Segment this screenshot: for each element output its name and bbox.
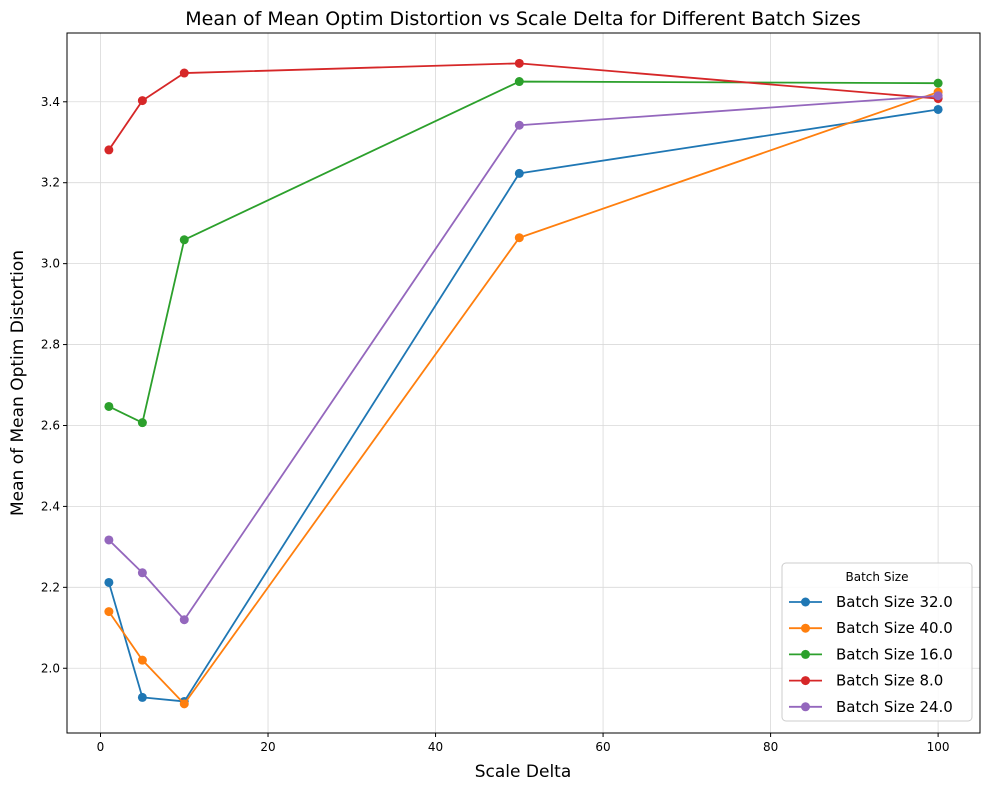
- data-point: [933, 91, 943, 101]
- legend-marker: [801, 597, 810, 607]
- legend: Batch Size Batch Size 32.0 Batch Size 40.…: [781, 562, 973, 722]
- x-tick-label: 40: [428, 740, 443, 754]
- data-point: [179, 699, 189, 709]
- x-tick-label: 20: [260, 740, 275, 754]
- series-line: [108, 80, 939, 424]
- legend-item: Batch Size 32.0: [789, 593, 953, 611]
- series-group: [104, 58, 943, 709]
- legend-marker: [801, 649, 810, 659]
- legend-box: [781, 562, 973, 722]
- data-point: [179, 615, 189, 625]
- data-point: [514, 168, 524, 178]
- y-tick-label: 2.2: [41, 580, 60, 594]
- axis-ticks: 0 20 40 60 80 100 2.0 2.2 2.4 2.6 2.8 3.0 3.2 3.4: [41, 95, 950, 754]
- grid: [67, 33, 980, 733]
- data-point: [933, 78, 943, 88]
- y-tick-label: 2.4: [41, 499, 60, 513]
- legend-marker: [801, 702, 810, 712]
- y-tick-label: 2.0: [41, 661, 60, 675]
- legend-item: Batch Size 16.0: [789, 645, 953, 663]
- legend-label: Batch Size 32.0: [836, 593, 953, 611]
- legend-label: Batch Size 24.0: [836, 698, 953, 716]
- data-point: [137, 655, 147, 665]
- series-1: [104, 87, 943, 709]
- data-point: [104, 577, 114, 587]
- y-tick-label: 2.8: [41, 338, 60, 352]
- data-point: [104, 607, 114, 617]
- legend-title: Batch Size: [846, 570, 909, 584]
- y-tick-label: 3.0: [41, 257, 60, 271]
- data-point: [137, 568, 147, 578]
- y-tick-label: 3.2: [41, 176, 60, 190]
- data-point: [137, 692, 147, 702]
- data-point: [514, 233, 524, 243]
- y-axis-title: Mean of Mean Optim Distortion: [8, 250, 28, 516]
- plot-area-frame: [66, 32, 981, 734]
- x-tick-label: 100: [927, 740, 950, 754]
- chart-title: Mean of Mean Optim Distortion vs Scale D…: [185, 8, 860, 30]
- legend-marker: [801, 676, 810, 686]
- series-line: [108, 62, 939, 151]
- legend-item: Batch Size 8.0: [789, 672, 943, 690]
- data-point: [104, 535, 114, 545]
- y-tick-label: 2.6: [41, 418, 60, 432]
- data-point: [104, 145, 114, 155]
- data-point: [179, 68, 189, 78]
- legend-label: Batch Size 16.0: [836, 645, 953, 663]
- x-tick-label: 80: [763, 740, 778, 754]
- legend-item: Batch Size 40.0: [789, 619, 953, 637]
- data-point: [137, 418, 147, 428]
- data-point: [514, 77, 524, 87]
- legend-items: Batch Size 32.0 Batch Size 40.0 Batch Size…: [789, 593, 953, 716]
- legend-marker: [801, 623, 810, 633]
- y-tick-label: 3.4: [41, 95, 60, 109]
- data-point: [104, 401, 114, 411]
- x-axis-title: Scale Delta: [475, 762, 572, 782]
- data-point: [179, 235, 189, 245]
- x-tick-label: 0: [97, 740, 105, 754]
- series-3: [104, 58, 943, 155]
- x-tick-label: 60: [595, 740, 610, 754]
- legend-label: Batch Size 40.0: [836, 619, 953, 637]
- series-4: [104, 91, 943, 625]
- data-point: [514, 58, 524, 68]
- data-point: [933, 104, 943, 114]
- data-point: [137, 96, 147, 106]
- legend-label: Batch Size 8.0: [836, 672, 943, 690]
- series-2: [104, 77, 943, 428]
- data-point: [514, 120, 524, 130]
- legend-item: Batch Size 24.0: [789, 698, 953, 716]
